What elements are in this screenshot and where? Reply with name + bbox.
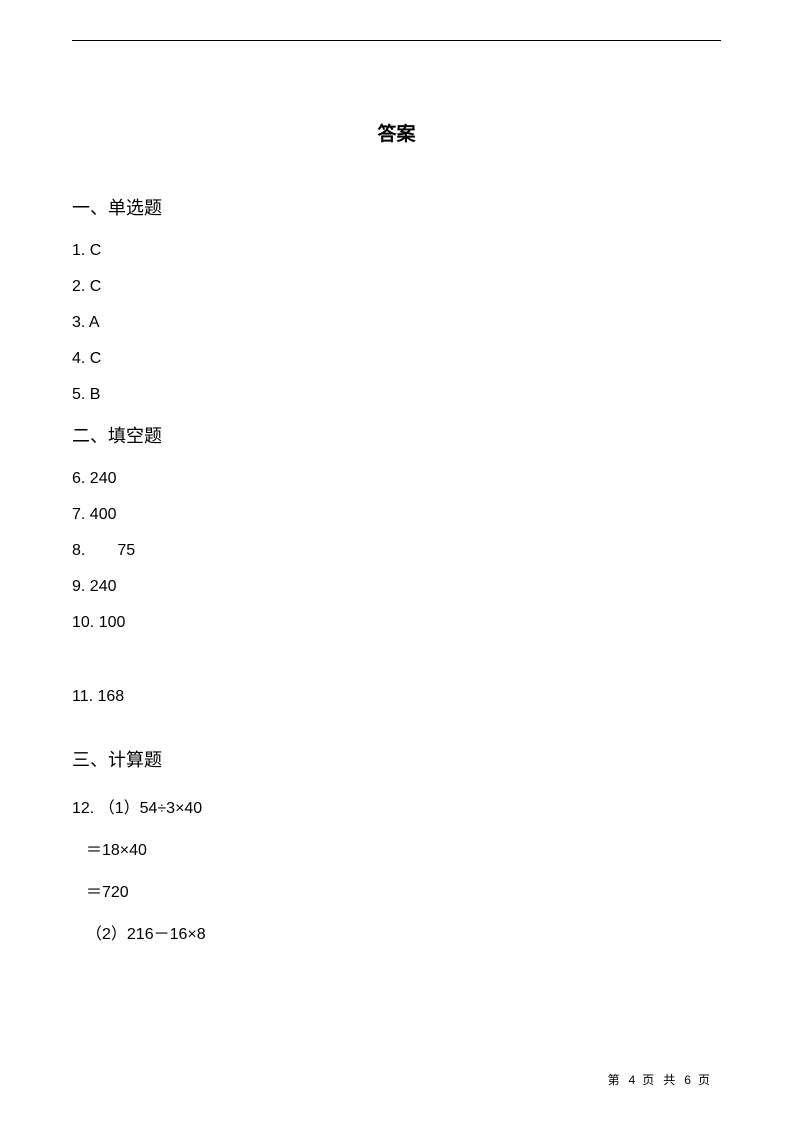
answer-11: 11. 168 bbox=[72, 688, 721, 706]
footer-prefix: 第 bbox=[608, 1073, 623, 1087]
footer-mid: 页 共 bbox=[642, 1073, 678, 1087]
calc-12-1: 12. （1）54÷3×40 bbox=[72, 794, 721, 818]
answer-8-val: 75 bbox=[117, 542, 135, 559]
section-1-heading: 一、单选题 bbox=[72, 194, 721, 220]
answer-4: 4. C bbox=[72, 350, 721, 368]
section-2-heading: 二、填空题 bbox=[72, 422, 721, 448]
answer-7: 7. 400 bbox=[72, 506, 721, 524]
answer-8-num: 8. bbox=[72, 542, 85, 559]
page-title: 答案 bbox=[72, 119, 721, 146]
footer-total-pages: 6 bbox=[684, 1073, 692, 1087]
top-rule bbox=[72, 40, 721, 41]
page-footer: 第 4 页 共 6 页 bbox=[608, 1071, 713, 1088]
answer-8: 8.75 bbox=[72, 542, 721, 560]
calc-12-4: （2）216－16×8 bbox=[72, 920, 721, 944]
answer-1: 1. C bbox=[72, 242, 721, 260]
answer-10: 10. 100 bbox=[72, 614, 721, 632]
answer-3: 3. A bbox=[72, 314, 721, 332]
answer-5: 5. B bbox=[72, 386, 721, 404]
calc-12-2: ＝18×40 bbox=[72, 836, 721, 860]
answer-2: 2. C bbox=[72, 278, 721, 296]
calc-12-3: ＝720 bbox=[72, 878, 721, 902]
page-content: 答案 一、单选题 1. C 2. C 3. A 4. C 5. B 二、填空题 … bbox=[0, 0, 793, 944]
section-3-heading: 三、计算题 bbox=[72, 746, 721, 772]
answer-9: 9. 240 bbox=[72, 578, 721, 596]
footer-current-page: 4 bbox=[629, 1073, 637, 1087]
answer-6: 6. 240 bbox=[72, 470, 721, 488]
footer-suffix: 页 bbox=[698, 1073, 713, 1087]
